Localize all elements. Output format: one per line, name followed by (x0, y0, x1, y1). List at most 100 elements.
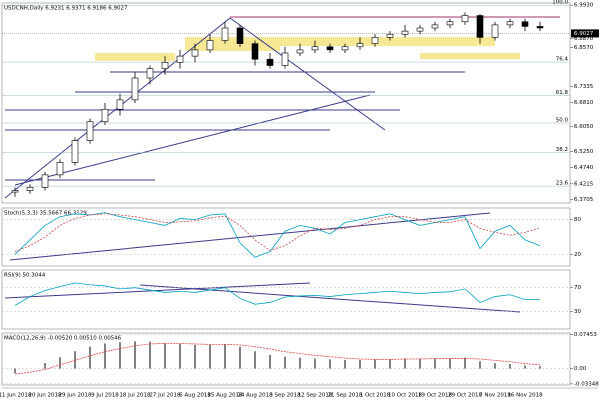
panel-title: RSI(9) 50.3044 (4, 273, 46, 279)
y-tick-label: 30 (574, 309, 581, 315)
candle-body (326, 46, 334, 51)
candle-body (536, 26, 544, 29)
y-tick-label: 0.00 (574, 366, 587, 372)
macd-bar (149, 341, 151, 369)
x-tick-label: 10 Oct 2018 (388, 393, 423, 399)
x-tick-label: 27 Jul 2018 (149, 393, 181, 399)
panel-title: USDCNH,Daily 6.9231 6.9371 6.9186 6.9027 (4, 6, 128, 12)
macd-bar (254, 351, 256, 369)
candle-body (506, 21, 514, 26)
candle-body (71, 140, 79, 163)
y-tick-label: 6.4740 (574, 165, 594, 171)
x-tick-label: 15 Aug 2018 (207, 393, 243, 399)
y-tick-label: 6.5250 (574, 149, 594, 155)
panel-title: MACD(12,26,9) -0.00520 0.00510 0.00546 (4, 336, 122, 342)
zone (280, 37, 495, 46)
candle-body (386, 33, 394, 38)
macd-bar (179, 343, 181, 369)
y-tick-label: 6.9930 (574, 3, 594, 9)
macd-bar (74, 351, 76, 369)
candle-body (101, 108, 109, 123)
candle-body (521, 21, 529, 27)
candle-body (401, 30, 409, 35)
candle-body (236, 27, 244, 44)
macd-bar (464, 357, 466, 369)
macd-bar (479, 361, 481, 369)
macd-bar (329, 359, 331, 369)
candle-body (221, 27, 229, 41)
candle-body (11, 190, 19, 193)
x-tick-label: 29 Oct 2018 (448, 393, 483, 399)
x-tick-label: 20 Jun 2018 (28, 393, 62, 399)
candle-body (176, 55, 184, 63)
y-tick-label: 70 (574, 285, 581, 291)
macd-bar (389, 359, 391, 369)
macd-bar (509, 364, 511, 369)
macd-bar (239, 346, 241, 369)
candle-body (431, 24, 439, 29)
x-tick-label: 9 Jul 2018 (91, 393, 119, 399)
last-price-label: 6.9027 (574, 31, 594, 37)
macd-bar (194, 344, 196, 369)
x-tick-label: 21 Sep 2018 (328, 393, 363, 399)
fib-label: 61.8 (556, 90, 569, 96)
candle-body (26, 187, 34, 191)
candle-body (41, 174, 49, 188)
macd-bar (134, 341, 136, 369)
x-tick-label: 6 Aug 2018 (179, 393, 211, 399)
y-tick-label: 6.8870 (574, 36, 594, 42)
macd-bar (14, 368, 16, 374)
y-tick-label: 6.4215 (574, 181, 594, 187)
macd-bar (119, 342, 121, 369)
x-tick-label: 12 Sep 2018 (298, 393, 333, 399)
candle-body (476, 15, 484, 38)
last-price-box (571, 29, 599, 38)
x-tick-label: 3 Sep 2018 (269, 393, 301, 399)
candle-body (86, 121, 94, 141)
y-tick-label: -0.03348 (574, 381, 599, 387)
macd-bar (164, 343, 166, 369)
panel-frame (1, 332, 571, 386)
x-tick-label: 19 Oct 2018 (418, 393, 453, 399)
trendline (229, 17, 386, 131)
y-tick-label: 6.6050 (574, 124, 594, 130)
macd-bar (524, 365, 526, 369)
candle-body (491, 24, 499, 38)
macd-bar (89, 346, 91, 369)
candle-body (446, 21, 454, 26)
x-tick-label: 1 Oct 2018 (360, 393, 391, 399)
macd-bar (224, 343, 226, 369)
y-tick-label: 80 (574, 217, 581, 223)
indicator-line (14, 282, 540, 306)
indicator-line (14, 213, 541, 252)
macd-bar (299, 357, 301, 369)
zone (95, 53, 175, 61)
macd-bar (269, 354, 271, 369)
y-tick-label: 6.3705 (574, 197, 594, 203)
x-tick-label: 11 Jun 2018 (0, 393, 32, 399)
macd-bar (374, 359, 376, 369)
y-tick-label: 6.6810 (574, 100, 594, 106)
candle-body (116, 99, 124, 110)
candle-body (311, 46, 319, 51)
macd-bar (539, 366, 541, 369)
macd-bar (59, 357, 61, 369)
candle-body (356, 43, 364, 48)
candle-body (206, 40, 214, 51)
macd-bar (419, 358, 421, 369)
fib-label: 50.0 (556, 118, 569, 124)
x-tick-label: 29 Jun 2018 (58, 393, 92, 399)
macd-bar (284, 356, 286, 369)
macd-bar (494, 363, 496, 369)
macd-bar (449, 358, 451, 369)
panel-frame (1, 2, 571, 204)
candle-body (416, 27, 424, 32)
macd-bar (359, 359, 361, 369)
candle-body (371, 37, 379, 44)
macd-bar (44, 363, 46, 369)
indicator-line (14, 212, 541, 258)
y-tick-label: 0.07453 (574, 332, 597, 338)
trendline (9, 212, 491, 261)
